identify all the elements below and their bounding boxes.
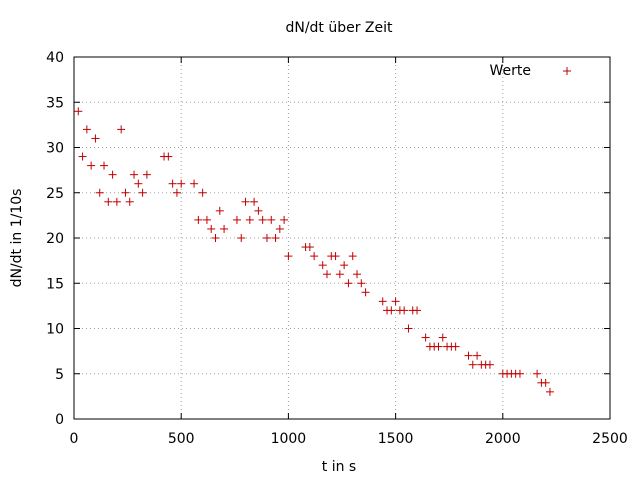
legend: Werte xyxy=(490,63,571,79)
data-point xyxy=(232,215,241,224)
data-point xyxy=(138,188,147,197)
legend-marker-werte xyxy=(563,67,571,75)
data-point xyxy=(112,197,121,206)
data-point xyxy=(262,234,271,242)
data-point xyxy=(335,270,344,279)
data-point xyxy=(404,324,413,333)
data-points xyxy=(74,107,554,396)
x-tick-label: 1000 xyxy=(271,431,307,447)
data-point xyxy=(533,369,542,378)
data-point xyxy=(353,270,362,279)
data-point xyxy=(378,297,387,306)
data-point xyxy=(87,161,96,170)
data-point xyxy=(267,215,276,224)
data-point xyxy=(241,197,250,206)
data-point xyxy=(117,125,126,134)
x-tick-label: 0 xyxy=(70,431,79,447)
legend-label-werte: Werte xyxy=(490,63,532,79)
data-point xyxy=(468,360,477,369)
y-tick-label: 30 xyxy=(46,141,64,157)
data-point xyxy=(541,378,550,387)
y-tick-label: 35 xyxy=(46,95,64,111)
data-point xyxy=(275,224,284,233)
data-point xyxy=(280,215,289,224)
y-tick-labels: 0 5 10 15 20 25 30 35 40 xyxy=(46,50,64,428)
data-point xyxy=(331,252,340,261)
data-point xyxy=(190,179,199,188)
data-point xyxy=(125,197,134,206)
data-point xyxy=(413,306,422,315)
data-point xyxy=(387,306,396,315)
y-axis-label: dN/dt in 1/10s xyxy=(9,189,25,288)
x-axis-label: t in s xyxy=(322,459,356,475)
data-point xyxy=(74,107,83,116)
data-point xyxy=(438,333,447,342)
data-point xyxy=(271,234,280,242)
data-point xyxy=(164,152,173,161)
y-tick-label: 15 xyxy=(46,276,64,292)
data-point xyxy=(211,234,220,242)
data-point xyxy=(434,342,443,351)
data-point xyxy=(348,252,357,261)
data-point xyxy=(340,261,349,270)
data-point xyxy=(421,333,430,342)
y-tick-label: 40 xyxy=(46,50,64,66)
data-point xyxy=(142,170,151,179)
data-point xyxy=(305,243,314,252)
data-point xyxy=(168,179,177,188)
data-point xyxy=(515,369,524,378)
data-point xyxy=(322,270,331,279)
data-point xyxy=(254,206,263,215)
data-point xyxy=(310,252,319,261)
data-point xyxy=(245,215,254,224)
data-point xyxy=(357,279,366,288)
grid xyxy=(74,57,610,419)
data-point xyxy=(215,206,224,215)
data-point xyxy=(220,224,229,233)
data-point xyxy=(82,125,91,134)
data-point xyxy=(207,224,216,233)
data-point xyxy=(108,170,117,179)
data-point xyxy=(100,161,109,170)
x-tick-label: 2000 xyxy=(485,431,521,447)
data-point xyxy=(258,215,267,224)
data-point xyxy=(134,179,143,188)
data-point xyxy=(198,188,207,197)
x-tick-label: 2500 xyxy=(592,431,628,447)
data-point xyxy=(172,188,181,197)
data-point xyxy=(104,197,113,206)
data-point xyxy=(237,234,246,242)
data-point xyxy=(194,215,203,224)
data-point xyxy=(95,188,104,197)
data-point xyxy=(545,387,554,396)
y-tick-label: 0 xyxy=(55,412,64,428)
y-tick-label: 10 xyxy=(46,322,64,338)
x-tick-label: 500 xyxy=(168,431,195,447)
data-point xyxy=(177,179,186,188)
data-point xyxy=(130,170,139,179)
data-point xyxy=(91,134,100,143)
data-point xyxy=(473,351,482,360)
data-point xyxy=(284,252,293,261)
y-tick-label: 20 xyxy=(46,231,64,247)
y-tick-label: 25 xyxy=(46,186,64,202)
data-point xyxy=(318,261,327,270)
data-point xyxy=(344,279,353,288)
data-point xyxy=(202,215,211,224)
data-point xyxy=(121,188,130,197)
chart-title: dN/dt über Zeit xyxy=(285,20,393,36)
data-point xyxy=(400,306,409,315)
y-tick-label: 5 xyxy=(55,367,64,383)
data-point xyxy=(451,342,460,351)
data-point xyxy=(78,152,87,161)
x-tick-label: 1500 xyxy=(378,431,414,447)
data-point xyxy=(464,351,473,360)
data-point xyxy=(391,297,400,306)
x-tick-labels: 0 500 1000 1500 2000 2500 xyxy=(70,431,628,447)
axis-ticks xyxy=(73,56,611,420)
data-point xyxy=(250,197,259,206)
data-point xyxy=(485,360,494,369)
data-point xyxy=(361,288,370,297)
